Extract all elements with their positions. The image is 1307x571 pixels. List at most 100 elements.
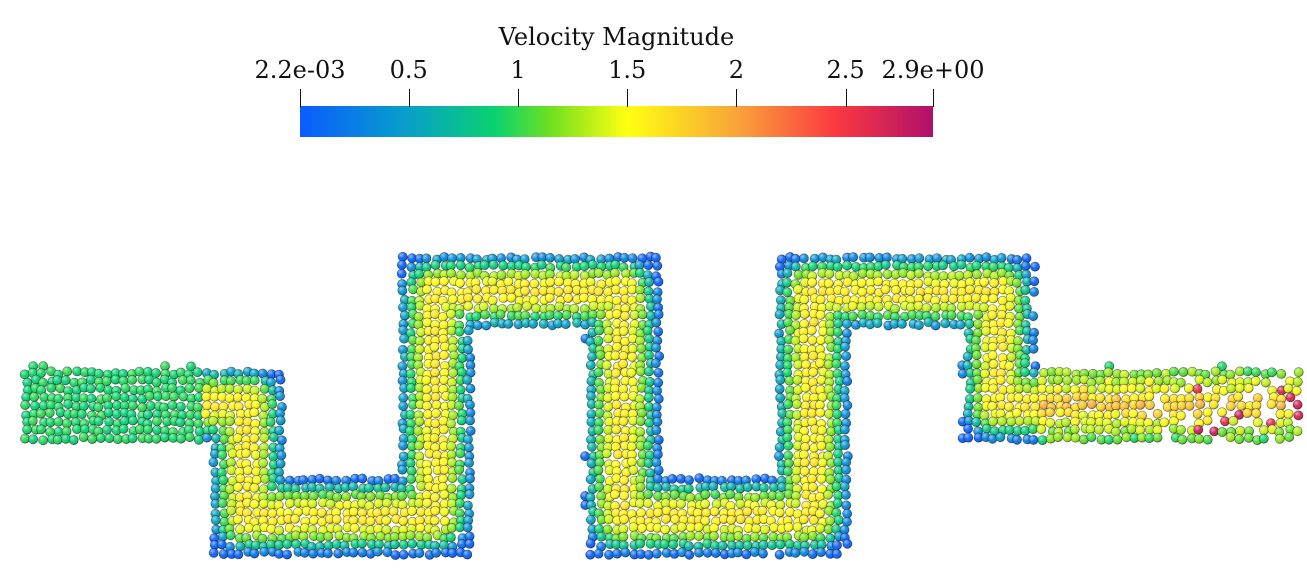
- particle-highlight: [643, 326, 653, 336]
- particle-highlight: [276, 459, 286, 469]
- particle-highlight: [545, 269, 555, 279]
- particle-highlight: [603, 301, 614, 311]
- particle-highlight: [217, 539, 227, 550]
- particle-highlight: [826, 327, 836, 337]
- particle-highlight: [627, 253, 638, 263]
- particle-highlight: [439, 507, 449, 517]
- particle-highlight: [497, 286, 507, 296]
- particle-highlight: [1267, 367, 1277, 377]
- particle-highlight: [842, 400, 853, 410]
- particle-highlight: [998, 342, 1008, 352]
- particle-highlight: [448, 368, 458, 378]
- particle-highlight: [988, 293, 998, 303]
- colorbar-tick-mark: [300, 89, 301, 107]
- particle-highlight: [980, 342, 990, 352]
- particle-highlight: [949, 278, 959, 288]
- particle-highlight: [447, 319, 457, 329]
- particle-highlight: [848, 301, 858, 311]
- particle-highlight: [465, 473, 475, 484]
- particle-highlight: [520, 254, 530, 264]
- particle-highlight: [809, 457, 820, 467]
- colorbar: [300, 106, 933, 137]
- particle-highlight: [900, 312, 910, 322]
- particle-highlight: [1178, 367, 1188, 377]
- particle-highlight: [397, 465, 407, 475]
- particle-highlight: [963, 424, 973, 434]
- particle-highlight: [365, 516, 376, 526]
- particle-highlight: [145, 391, 155, 401]
- particle-highlight: [1160, 394, 1170, 404]
- particle-highlight: [407, 253, 417, 263]
- particle-highlight: [432, 351, 442, 361]
- particle-highlight: [619, 433, 629, 443]
- particle-highlight: [1235, 426, 1245, 436]
- particle-highlight: [507, 311, 517, 321]
- particle-highlight: [651, 358, 661, 368]
- particle-highlight: [1005, 425, 1015, 435]
- particle-highlight: [462, 375, 472, 385]
- particle-highlight: [710, 506, 720, 517]
- particle-highlight: [644, 277, 654, 287]
- particle-highlight: [913, 278, 924, 288]
- particle-highlight: [258, 458, 268, 468]
- particle-highlight: [529, 279, 539, 289]
- particle-highlight: [1053, 384, 1063, 394]
- particle-highlight: [1235, 383, 1245, 393]
- particle-highlight: [965, 284, 975, 295]
- particle-highlight: [807, 325, 817, 335]
- particle-highlight: [400, 310, 410, 321]
- particle-highlight: [208, 425, 218, 435]
- particle-highlight: [415, 336, 425, 346]
- particle-highlight: [36, 424, 46, 434]
- particle-highlight: [956, 260, 967, 270]
- particle-highlight: [832, 303, 842, 313]
- particle-highlight: [612, 342, 622, 352]
- particle-highlight: [586, 458, 597, 468]
- particle-highlight: [897, 254, 907, 264]
- particle-highlight: [931, 320, 941, 331]
- particle-highlight: [898, 268, 908, 278]
- particle-highlight: [431, 548, 441, 558]
- particle-highlight: [1266, 399, 1277, 409]
- particle-highlight: [233, 514, 243, 525]
- particle-highlight: [496, 309, 506, 319]
- particle-highlight: [938, 286, 949, 296]
- particle-highlight: [866, 285, 876, 295]
- particle-highlight: [226, 530, 236, 540]
- particle-highlight: [454, 465, 464, 475]
- particle-highlight: [503, 319, 513, 329]
- particle-highlight: [635, 285, 645, 295]
- particle-highlight: [700, 499, 710, 509]
- particle-highlight: [249, 483, 259, 493]
- particle-highlight: [1021, 253, 1032, 263]
- particle-highlight: [570, 254, 580, 264]
- particle-highlight: [415, 523, 425, 533]
- particle-highlight: [447, 253, 457, 263]
- particle-highlight: [842, 328, 852, 338]
- particle-highlight: [119, 424, 129, 434]
- particle-highlight: [791, 254, 801, 264]
- particle-highlight: [733, 547, 743, 558]
- particle-highlight: [463, 522, 473, 533]
- particle-highlight: [1184, 383, 1194, 393]
- particle-highlight: [717, 541, 728, 551]
- particle-highlight: [405, 530, 415, 541]
- particle-highlight: [366, 491, 376, 502]
- particle-highlight: [646, 311, 656, 321]
- particle-highlight: [439, 489, 449, 500]
- particle-highlight: [735, 499, 746, 509]
- particle-highlight: [406, 262, 416, 272]
- particle-highlight: [653, 483, 663, 493]
- particle-highlight: [972, 350, 982, 360]
- particle-highlight: [709, 531, 719, 541]
- particle-highlight: [146, 401, 156, 411]
- particle-highlight: [455, 278, 465, 288]
- particle-highlight: [613, 449, 623, 459]
- particle-highlight: [667, 474, 677, 484]
- particle-highlight: [906, 302, 916, 312]
- particle-highlight: [465, 353, 475, 363]
- particle-highlight: [619, 253, 630, 263]
- particle-highlight: [1226, 383, 1236, 394]
- particle-highlight: [267, 481, 277, 491]
- particle-highlight: [593, 336, 604, 346]
